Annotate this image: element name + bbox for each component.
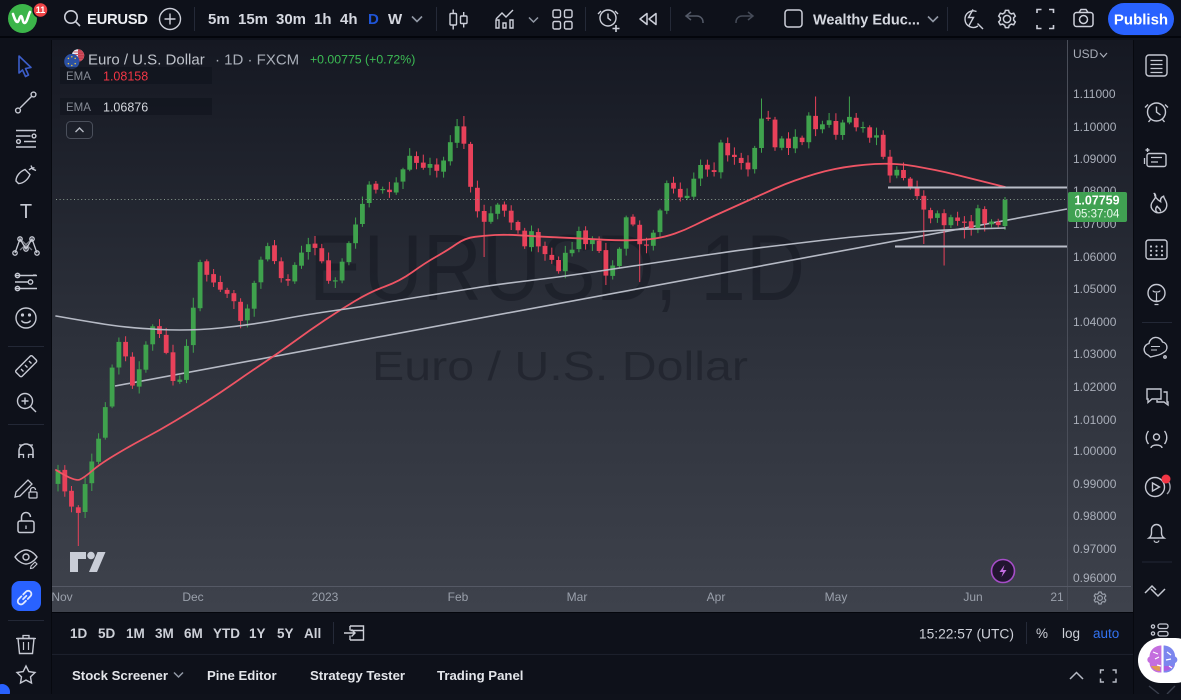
svg-text:USD: USD [1073, 47, 1099, 61]
svg-text:1.03000: 1.03000 [1073, 347, 1117, 361]
svg-text:1.05000: 1.05000 [1073, 282, 1117, 296]
svg-text:1.06876: 1.06876 [103, 101, 148, 115]
svg-text:1D: 1D [70, 626, 88, 641]
svg-text:1.07759: 1.07759 [1074, 194, 1119, 208]
svg-text:1.11000: 1.11000 [1073, 87, 1116, 101]
svg-text:EMA: EMA [66, 71, 91, 83]
svg-text:2023: 2023 [312, 590, 339, 604]
svg-text:1.02000: 1.02000 [1073, 380, 1117, 394]
svg-text:Jun: Jun [963, 590, 982, 604]
svg-text:21: 21 [1050, 590, 1064, 604]
svg-text:0.97000: 0.97000 [1073, 542, 1117, 556]
svg-text:1.04000: 1.04000 [1073, 315, 1117, 329]
svg-text:3M: 3M [155, 626, 174, 641]
svg-text:0.98000: 0.98000 [1073, 509, 1117, 523]
svg-text:EMA: EMA [66, 102, 91, 114]
svg-text:1.06000: 1.06000 [1073, 250, 1117, 264]
svg-text:30m: 30m [276, 11, 306, 28]
svg-text:log: log [1062, 626, 1080, 641]
svg-text:Dec: Dec [182, 590, 203, 604]
svg-text:Mar: Mar [567, 590, 588, 604]
svg-text:auto: auto [1093, 626, 1119, 641]
svg-text:1h: 1h [314, 11, 332, 28]
svg-text:5Y: 5Y [277, 626, 294, 641]
svg-text:%: % [1036, 626, 1048, 641]
svg-text:11: 11 [36, 5, 46, 15]
svg-text:Strategy Tester: Strategy Tester [310, 668, 405, 683]
svg-text:Apr: Apr [707, 590, 726, 604]
svg-text:All: All [304, 626, 321, 641]
svg-text:1M: 1M [126, 626, 145, 641]
svg-text:Publish: Publish [1114, 12, 1168, 29]
svg-text:W: W [388, 11, 403, 28]
svg-text:Feb: Feb [448, 590, 469, 604]
svg-text:1.09000: 1.09000 [1073, 152, 1117, 166]
svg-text:15:22:57 (UTC): 15:22:57 (UTC) [919, 627, 1014, 642]
svg-text:1.08158: 1.08158 [103, 70, 148, 84]
svg-text:May: May [825, 590, 848, 604]
svg-text:0.96000: 0.96000 [1073, 571, 1117, 585]
svg-text:Trading Panel: Trading Panel [437, 668, 523, 683]
svg-text:T: T [20, 201, 32, 223]
svg-text:Stock Screener: Stock Screener [72, 668, 168, 683]
svg-text:Euro / U.S. Dollar: Euro / U.S. Dollar [372, 343, 748, 389]
svg-text:D: D [368, 11, 379, 28]
svg-text:1Y: 1Y [249, 626, 266, 641]
svg-text:1.00000: 1.00000 [1073, 444, 1117, 458]
svg-text:+0.00775 (+0.72%): +0.00775 (+0.72%) [310, 53, 415, 67]
svg-text:YTD: YTD [213, 626, 240, 641]
svg-text:05:37:04: 05:37:04 [1075, 209, 1120, 221]
svg-text:Wealthy Educ...: Wealthy Educ... [813, 13, 920, 29]
svg-text:0.99000: 0.99000 [1073, 477, 1117, 491]
svg-text:5D: 5D [98, 626, 116, 641]
svg-text:· 1D · FXCM: · 1D · FXCM [215, 52, 299, 69]
svg-text:5m: 5m [208, 11, 230, 28]
svg-text:EURUSD: EURUSD [87, 12, 148, 28]
svg-text:1.10000: 1.10000 [1073, 120, 1117, 134]
svg-text:6M: 6M [184, 626, 203, 641]
svg-text:Euro / U.S. Dollar: Euro / U.S. Dollar [88, 52, 205, 69]
svg-text:Nov: Nov [52, 590, 73, 604]
svg-text:4h: 4h [340, 11, 358, 28]
svg-text:1.01000: 1.01000 [1073, 413, 1117, 427]
svg-text:15m: 15m [238, 11, 268, 28]
svg-text:Pine Editor: Pine Editor [207, 668, 277, 683]
